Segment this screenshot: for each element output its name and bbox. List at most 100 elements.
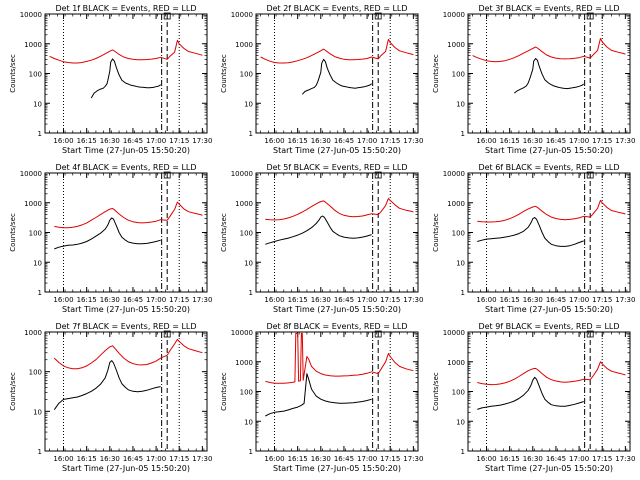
y-tick-label: 10 <box>244 418 253 426</box>
events-series-line <box>53 360 161 410</box>
y-tick-label: 100 <box>452 389 465 397</box>
y-axis-label: Counts/sec <box>220 213 228 252</box>
x-tick-label: 16:15 <box>77 296 97 304</box>
panel-8: Det 8f BLACK = Events, RED = LLD 1 10 100 10… <box>220 322 423 473</box>
x-tick-label: 16:45 <box>123 455 143 463</box>
panel-1: Det 1f BLACK = Events, RED = LLD 1 10 100 10… <box>9 4 212 155</box>
y-tick-label: 10000 <box>20 11 42 19</box>
lld-series-line <box>265 197 414 221</box>
lld-series-line <box>477 199 626 223</box>
x-axis-label: Start Time (27-Jun-05 15:50:20) <box>485 146 613 155</box>
y-tick-label: 10000 <box>20 170 42 178</box>
x-tick-label: 16:15 <box>500 137 520 145</box>
x-axis-label: Start Time (27-Jun-05 15:50:20) <box>273 146 401 155</box>
x-tick-label: 17:00 <box>146 137 166 145</box>
events-series-line <box>513 58 584 94</box>
x-tick-label: 16:30 <box>523 455 543 463</box>
y-tick-label: 1000 <box>447 41 465 49</box>
y-tick-label: 100 <box>29 230 42 238</box>
x-tick-label: 17:30 <box>403 137 423 145</box>
events-series-line <box>265 215 372 245</box>
y-tick-label: 10 <box>456 418 465 426</box>
panel-title: Det 6f BLACK = Events, RED = LLD <box>478 163 619 172</box>
plot-frame <box>44 331 208 452</box>
y-axis-label: Counts/sec <box>432 54 440 93</box>
x-tick-label: 16:15 <box>77 137 97 145</box>
x-tick-label: 16:45 <box>123 296 143 304</box>
events-series-line <box>477 217 584 247</box>
attenuator-marker <box>374 330 382 338</box>
x-tick-label: 16:30 <box>100 137 120 145</box>
x-tick-label: 17:15 <box>592 137 612 145</box>
y-tick-label: 10 <box>244 100 253 108</box>
x-tick-label: 17:15 <box>380 455 400 463</box>
x-tick-label: 17:15 <box>169 296 189 304</box>
y-tick-label: 100 <box>452 71 465 79</box>
x-tick-label: 16:00 <box>264 296 284 304</box>
x-tick-label: 16:45 <box>334 296 354 304</box>
x-tick-label: 17:30 <box>192 455 212 463</box>
panel-title: Det 3f BLACK = Events, RED = LLD <box>478 4 619 13</box>
panel-7: Det 7f BLACK = Events, RED = LLD 1 10 100 10… <box>9 322 212 473</box>
x-tick-label: 16:00 <box>476 137 496 145</box>
panel-title: Det 7f BLACK = Events, RED = LLD <box>55 322 196 331</box>
panel-title: Det 9f BLACK = Events, RED = LLD <box>478 322 619 331</box>
lld-series-line <box>477 361 626 386</box>
panel-title: Det 4f BLACK = Events, RED = LLD <box>55 163 196 172</box>
x-tick-label: 17:00 <box>569 137 589 145</box>
y-axis-label: Counts/sec <box>220 372 228 411</box>
panel-title: Det 1f BLACK = Events, RED = LLD <box>55 4 196 13</box>
x-tick-label: 16:15 <box>77 455 97 463</box>
attenuator-marker <box>586 171 594 179</box>
x-tick-label: 16:30 <box>523 137 543 145</box>
x-tick-label: 16:30 <box>311 455 331 463</box>
x-tick-label: 17:30 <box>403 455 423 463</box>
x-axis-label: Start Time (27-Jun-05 15:50:20) <box>273 305 401 314</box>
x-tick-label: 17:15 <box>169 455 189 463</box>
x-tick-label: 16:00 <box>53 296 73 304</box>
y-axis-label: Counts/sec <box>432 213 440 252</box>
y-tick-label: 10000 <box>231 11 253 19</box>
y-tick-label: 100 <box>29 369 42 377</box>
x-tick-label: 16:00 <box>476 296 496 304</box>
attenuator-marker <box>374 12 382 20</box>
attenuator-marker <box>163 12 171 20</box>
y-tick-label: 10 <box>244 259 253 267</box>
y-tick-label: 10 <box>456 259 465 267</box>
y-tick-label: 1 <box>249 130 253 138</box>
y-tick-label: 1 <box>38 448 42 456</box>
y-tick-label: 10 <box>33 259 42 267</box>
events-series-line <box>477 376 584 410</box>
x-tick-label: 16:00 <box>53 455 73 463</box>
panel-9: Det 9f BLACK = Events, RED = LLD 1 10 100 10… <box>432 322 635 473</box>
x-tick-label: 17:00 <box>146 455 166 463</box>
x-tick-label: 16:45 <box>334 455 354 463</box>
x-axis-label: Start Time (27-Jun-05 15:50:20) <box>273 464 401 473</box>
x-axis-label: Start Time (27-Jun-05 15:50:20) <box>62 146 190 155</box>
attenuator-marker <box>163 330 171 338</box>
y-tick-label: 1000 <box>235 200 253 208</box>
y-tick-label: 1 <box>249 448 253 456</box>
x-tick-label: 16:45 <box>546 137 566 145</box>
y-tick-label: 10000 <box>443 11 465 19</box>
x-tick-label: 17:00 <box>146 296 166 304</box>
y-tick-label: 1000 <box>24 200 42 208</box>
x-tick-label: 16:30 <box>100 455 120 463</box>
x-tick-label: 16:15 <box>288 137 308 145</box>
events-series-line <box>54 217 161 250</box>
y-axis-label: Counts/sec <box>432 372 440 411</box>
y-tick-label: 10000 <box>231 170 253 178</box>
plot-frame <box>467 331 631 452</box>
y-tick-label: 1000 <box>447 359 465 367</box>
x-axis-label: Start Time (27-Jun-05 15:50:20) <box>485 305 613 314</box>
x-tick-label: 17:30 <box>615 455 635 463</box>
panel-6: Det 6f BLACK = Events, RED = LLD 1 10 100 10… <box>432 163 635 314</box>
lld-series-line <box>49 39 203 64</box>
lld-series-line <box>53 338 203 370</box>
plot-frame <box>255 172 419 293</box>
x-tick-label: 17:30 <box>615 296 635 304</box>
x-tick-label: 17:00 <box>569 455 589 463</box>
y-tick-label: 1000 <box>447 200 465 208</box>
x-tick-label: 17:00 <box>357 455 377 463</box>
x-tick-label: 17:15 <box>169 137 189 145</box>
